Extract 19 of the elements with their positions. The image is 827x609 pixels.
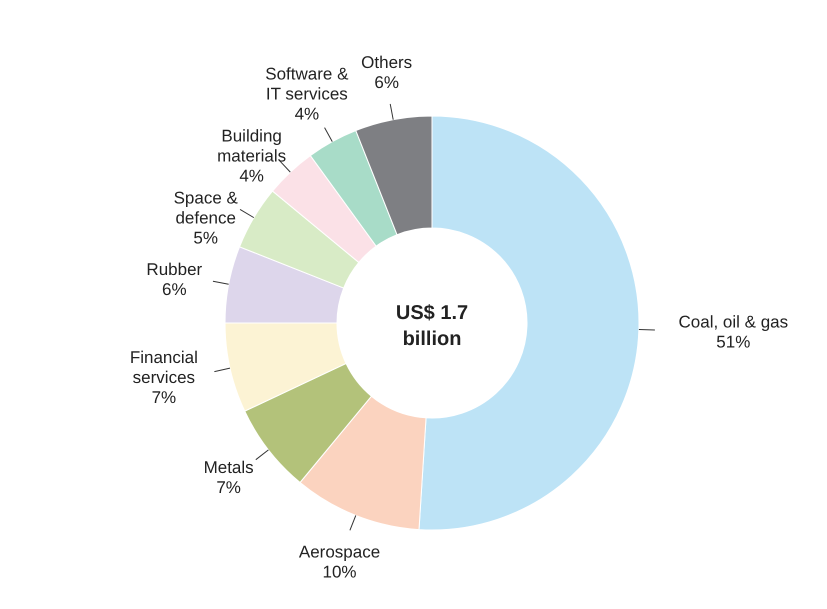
data-label: 6%	[374, 72, 399, 92]
data-label: 4%	[294, 104, 320, 124]
slice-label: Coal, oil & gas	[678, 312, 788, 332]
slice-label: Rubber	[146, 260, 203, 279]
slice-label: Software & IT services	[265, 64, 350, 104]
data-label: 10%	[322, 562, 357, 582]
data-label: 4%	[239, 166, 264, 186]
data-label: 51%	[716, 332, 750, 352]
data-label: 6%	[162, 280, 187, 299]
slice-label: Others	[361, 52, 412, 72]
slice-label: Metals	[204, 458, 254, 477]
data-label: 7%	[152, 388, 176, 408]
slice-label: Building materials	[217, 126, 286, 166]
slice-label: Financial services	[130, 348, 198, 388]
text: US$ 1.7 billion	[396, 302, 468, 350]
data-label: 5%	[193, 228, 218, 248]
data-label: 7%	[216, 478, 241, 497]
slice-label: Aerospace	[298, 542, 380, 562]
slice-label: Space & defence	[174, 188, 238, 228]
